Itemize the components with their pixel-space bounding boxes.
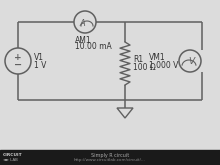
Text: AM1: AM1 <box>75 36 92 45</box>
Text: Simply R circuit: Simply R circuit <box>91 152 129 158</box>
Text: VM1: VM1 <box>149 52 166 62</box>
Text: V: V <box>188 57 194 66</box>
Text: 1.000 V: 1.000 V <box>149 61 178 69</box>
Text: 100 Ω: 100 Ω <box>133 63 156 72</box>
Text: V1: V1 <box>34 52 44 62</box>
Text: R1: R1 <box>133 55 143 64</box>
Text: http://www.circuitlab.com/circuit/...: http://www.circuitlab.com/circuit/... <box>74 158 146 162</box>
Text: ◄► LAB: ◄► LAB <box>3 158 18 162</box>
Text: −: − <box>14 60 22 70</box>
Text: 10.00 mA: 10.00 mA <box>75 42 112 51</box>
Text: +: + <box>14 52 22 62</box>
Bar <box>0 150 220 165</box>
Text: CIRCUIT: CIRCUIT <box>3 153 23 157</box>
Text: A: A <box>79 19 85 29</box>
Text: 1 V: 1 V <box>34 61 46 69</box>
